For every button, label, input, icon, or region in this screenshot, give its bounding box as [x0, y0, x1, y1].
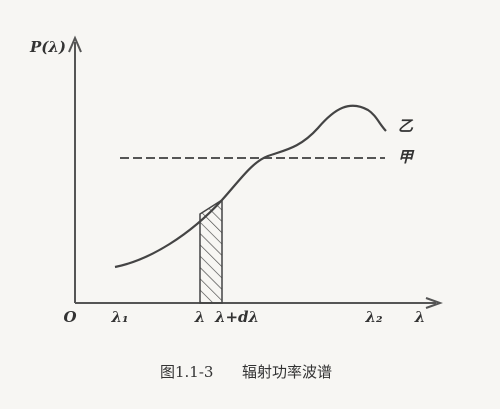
x-label: λ [414, 308, 426, 326]
caption-title: 辐射功率波谱 [242, 363, 332, 381]
line-label: 甲 [398, 148, 415, 166]
x-arrow [425, 297, 443, 309]
x-mark-label: λ₁ [110, 308, 128, 326]
x-mark-label: λ [194, 308, 206, 326]
x-mark-label: λ₂ [364, 308, 383, 326]
curve-label: 乙 [398, 117, 414, 135]
y-label: P(λ) [29, 38, 66, 56]
origin-label: O [63, 308, 76, 326]
hatched-strip [199, 198, 223, 304]
y-arrow [68, 35, 82, 53]
caption-number: 图1.1-3 [160, 363, 213, 381]
curve-b [114, 104, 387, 269]
x-mark-label: λ+dλ [214, 308, 259, 326]
